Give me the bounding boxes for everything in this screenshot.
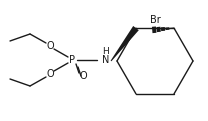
Text: H: H — [103, 48, 109, 57]
Text: Br: Br — [150, 15, 160, 25]
Text: O: O — [46, 41, 54, 51]
Polygon shape — [161, 27, 165, 31]
Text: O: O — [46, 69, 54, 79]
Text: N: N — [102, 55, 110, 65]
Polygon shape — [111, 26, 139, 61]
Text: O: O — [79, 71, 87, 81]
Polygon shape — [156, 27, 161, 32]
Polygon shape — [165, 27, 170, 30]
Polygon shape — [152, 26, 156, 33]
Text: P: P — [69, 55, 75, 65]
Polygon shape — [170, 27, 174, 29]
